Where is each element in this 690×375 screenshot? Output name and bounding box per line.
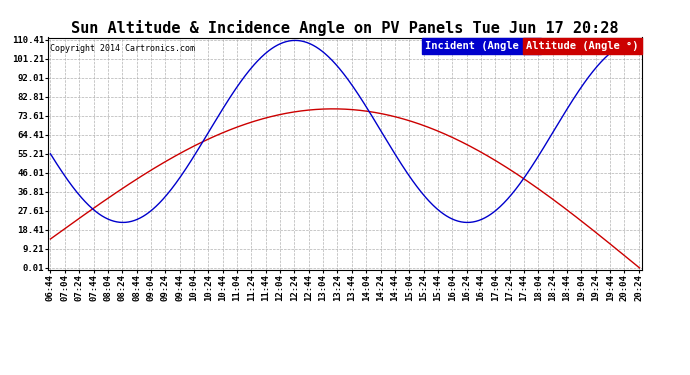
Text: Incident (Angle °): Incident (Angle °) <box>425 41 538 51</box>
Text: Altitude (Angle °): Altitude (Angle °) <box>526 41 638 51</box>
Text: Copyright 2014 Cartronics.com: Copyright 2014 Cartronics.com <box>50 45 195 54</box>
Title: Sun Altitude & Incidence Angle on PV Panels Tue Jun 17 20:28: Sun Altitude & Incidence Angle on PV Pan… <box>71 20 619 36</box>
